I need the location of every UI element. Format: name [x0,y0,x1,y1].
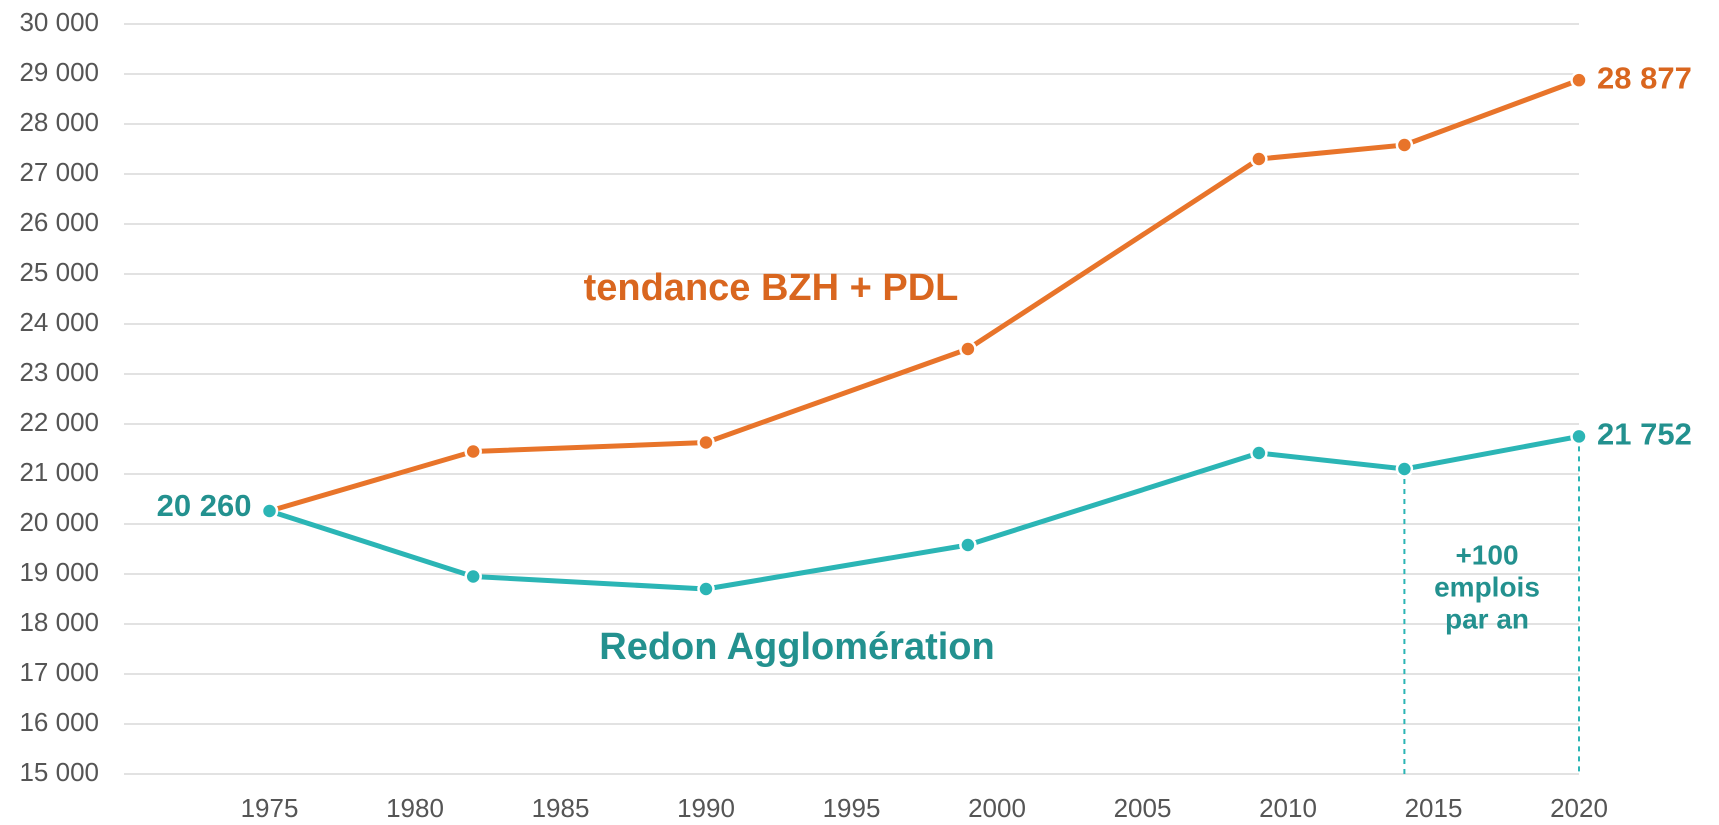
y-tick-label: 24 000 [19,307,99,337]
y-tick-label: 22 000 [19,407,99,437]
x-tick-label: 2015 [1405,793,1463,823]
point [697,433,715,452]
point [464,567,482,586]
x-tick-label: 1995 [823,793,881,823]
y-tick-label: 20 000 [19,507,99,537]
x-tick-label: 2010 [1259,793,1317,823]
x-tick-label: 1975 [241,793,299,823]
x-tick-label: 1980 [386,793,444,823]
series-name: tendance BZH + PDL [584,267,959,309]
annotation: par an [1445,603,1529,634]
y-tick-label: 18 000 [19,607,99,637]
data-label: 28 877 [1597,60,1692,95]
point [1570,427,1588,446]
point [959,536,977,554]
y-tick-label: 16 000 [19,707,99,737]
x-tick-label: 2000 [968,793,1026,823]
y-tick-label: 27 000 [19,157,99,187]
data-label: 20 260 [157,488,252,523]
y-tick-label: 28 000 [19,107,99,137]
x-tick-label: 1990 [677,793,735,823]
y-tick-label: 21 000 [19,457,99,487]
y-tick-label: 26 000 [19,207,99,237]
y-tick-label: 25 000 [19,257,99,287]
y-tick-label: 30 000 [19,7,99,37]
point [1250,150,1268,168]
series-line [268,433,1580,592]
annotation: +100 [1455,539,1518,570]
series-name: Redon Agglomération [599,626,994,668]
x-tick-label: 1985 [532,793,590,823]
point [1395,460,1414,478]
point [464,442,482,461]
y-tick-label: 23 000 [19,357,99,387]
y-tick-label: 29 000 [19,57,99,87]
point [1395,136,1414,154]
point [1570,71,1588,89]
y-tick-label: 15 000 [19,757,99,787]
annotation: emplois [1434,571,1540,602]
point [959,340,977,358]
point [1250,444,1268,462]
data-label: 21 752 [1597,417,1692,452]
x-tick-label: 2020 [1550,793,1608,823]
x-tick-label: 2005 [1114,793,1172,823]
point [697,580,715,598]
point [260,502,279,520]
y-tick-label: 19 000 [19,557,99,587]
y-tick-label: 17 000 [19,657,99,687]
